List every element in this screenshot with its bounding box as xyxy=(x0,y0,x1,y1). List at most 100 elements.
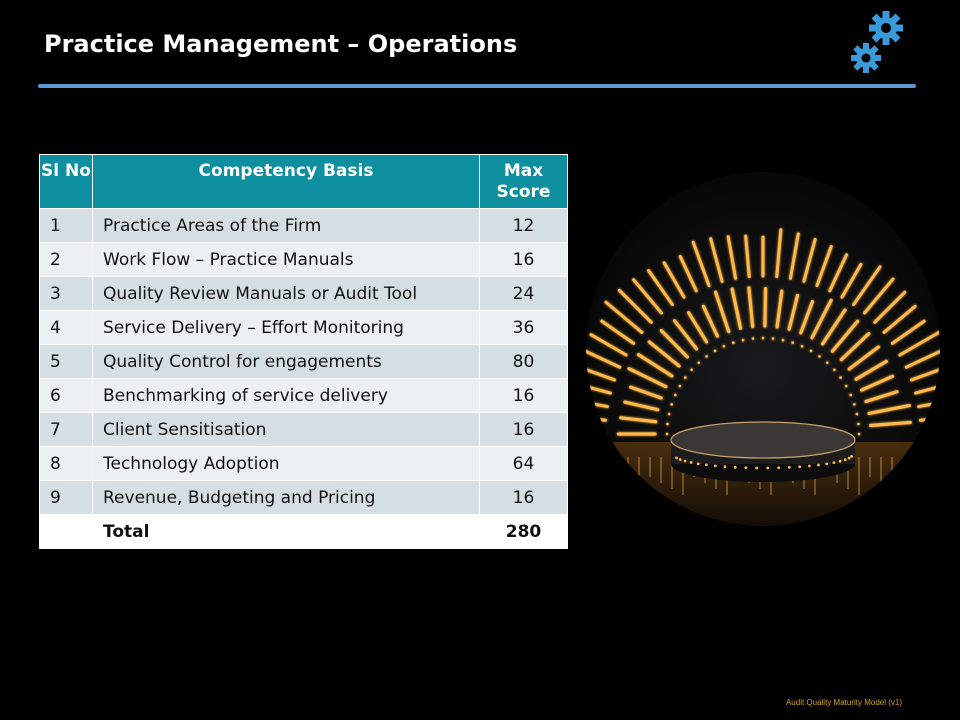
light-ray xyxy=(691,240,711,288)
light-ray xyxy=(863,277,895,315)
podium-light-dot xyxy=(798,465,802,469)
max-score: 64 xyxy=(479,446,568,481)
row-number: 7 xyxy=(39,412,93,447)
podium-light-dot xyxy=(843,458,847,462)
arc-light-dot xyxy=(853,403,856,406)
max-score: 16 xyxy=(479,378,568,413)
row-number: 4 xyxy=(39,310,93,345)
podium-light-dot xyxy=(850,455,854,458)
arc-light-dot xyxy=(722,344,726,348)
light-ray xyxy=(775,289,784,329)
arc-light-dot xyxy=(741,338,745,342)
arc-light-dot xyxy=(800,344,804,348)
header-competency-basis: Competency Basis xyxy=(92,154,480,209)
light-ray xyxy=(672,319,699,351)
table-row: 4 Service Delivery – Effort Monitoring 3… xyxy=(39,310,568,345)
arc-light-dot xyxy=(705,355,708,358)
light-ray xyxy=(909,363,940,382)
row-number: 9 xyxy=(39,480,93,515)
total-score: 280 xyxy=(479,514,568,549)
podium-light-dot xyxy=(847,456,851,460)
row-number: 2 xyxy=(39,242,93,277)
large-gear-icon xyxy=(869,11,903,45)
light-ray xyxy=(810,298,833,340)
light-ray xyxy=(636,353,674,378)
light-ray xyxy=(632,278,663,315)
competency-basis: Benchmarking of service delivery xyxy=(92,378,480,413)
podium-top xyxy=(670,421,856,459)
arc-light-dot xyxy=(833,368,836,372)
light-ray xyxy=(586,347,622,369)
light-ray xyxy=(687,311,709,344)
max-score: 16 xyxy=(479,242,568,277)
arc-light-dot xyxy=(857,432,861,436)
row-number: 8 xyxy=(39,446,93,481)
light-ray xyxy=(763,286,768,328)
light-ray xyxy=(726,235,738,280)
competency-basis: Revenue, Budgeting and Pricing xyxy=(92,480,480,515)
competency-basis: Work Flow – Practice Manuals xyxy=(92,242,480,277)
table-total-row: Total 280 xyxy=(39,514,568,549)
row-number: 3 xyxy=(39,276,93,311)
podium-light-dot xyxy=(704,463,708,467)
max-score: 16 xyxy=(479,412,568,447)
podium-light-dot xyxy=(678,458,682,461)
table-row: 5 Quality Control for engagements 80 xyxy=(39,344,568,379)
podium-light-dot xyxy=(675,456,678,460)
light-ray xyxy=(787,293,800,331)
light-ray xyxy=(788,232,800,280)
arc-light-dot xyxy=(809,349,813,353)
podium-light-dot xyxy=(689,461,693,464)
table-row: 7 Client Sensitisation 16 xyxy=(39,412,568,447)
row-number: 5 xyxy=(39,344,93,379)
podium-light-dot xyxy=(817,463,820,467)
table-row: 8 Technology Adoption 64 xyxy=(39,446,568,481)
light-ray xyxy=(709,237,724,283)
podium-light-dot xyxy=(832,461,836,465)
light-ray xyxy=(623,400,660,412)
total-row-number xyxy=(39,514,93,549)
podium-light-dot xyxy=(696,462,700,466)
light-ray xyxy=(864,390,899,404)
light-ray xyxy=(852,265,882,307)
header-max-score: Max Score xyxy=(479,154,568,209)
row-number: 6 xyxy=(39,378,93,413)
podium-light-dot xyxy=(787,465,791,469)
max-score: 16 xyxy=(479,480,568,515)
max-score: 80 xyxy=(479,344,568,379)
podium-light-dot xyxy=(766,466,770,470)
podium-light-dot xyxy=(755,466,759,470)
arc-light-dot xyxy=(825,361,829,364)
gear-icon xyxy=(851,11,903,73)
light-ray xyxy=(828,253,849,293)
light-ray xyxy=(860,374,895,392)
podium-light-dot xyxy=(744,466,748,470)
max-score: 12 xyxy=(479,208,568,243)
arc-light-dot xyxy=(839,376,842,379)
arc-light-dot xyxy=(761,336,765,340)
arc-light-dot xyxy=(670,403,673,406)
light-ray xyxy=(830,319,860,353)
podium-light-dot xyxy=(807,464,811,468)
light-ray xyxy=(600,319,636,345)
arc-light-dot xyxy=(667,412,671,416)
arc-light-dot xyxy=(781,338,785,342)
arc-light-dot xyxy=(849,393,853,397)
podium-light-dot xyxy=(825,462,829,466)
arc-light-dot xyxy=(713,349,717,353)
light-ray xyxy=(799,299,815,335)
light-ray xyxy=(586,363,617,382)
light-ray xyxy=(867,403,911,415)
competency-basis: Quality Control for engagements xyxy=(92,344,480,379)
competency-basis: Quality Review Manuals or Audit Tool xyxy=(92,276,480,311)
table-header-row: Sl No Competency Basis Max Score xyxy=(39,154,568,209)
light-ray xyxy=(730,287,743,330)
podium-light-dot xyxy=(723,465,727,469)
podium-light-dot xyxy=(713,464,717,468)
light-ray xyxy=(747,286,755,329)
light-ray xyxy=(744,234,751,279)
podium-light-dot xyxy=(777,466,781,470)
arc-light-dot xyxy=(818,355,821,358)
light-ray xyxy=(701,304,719,338)
podium-light-dot xyxy=(733,465,737,469)
